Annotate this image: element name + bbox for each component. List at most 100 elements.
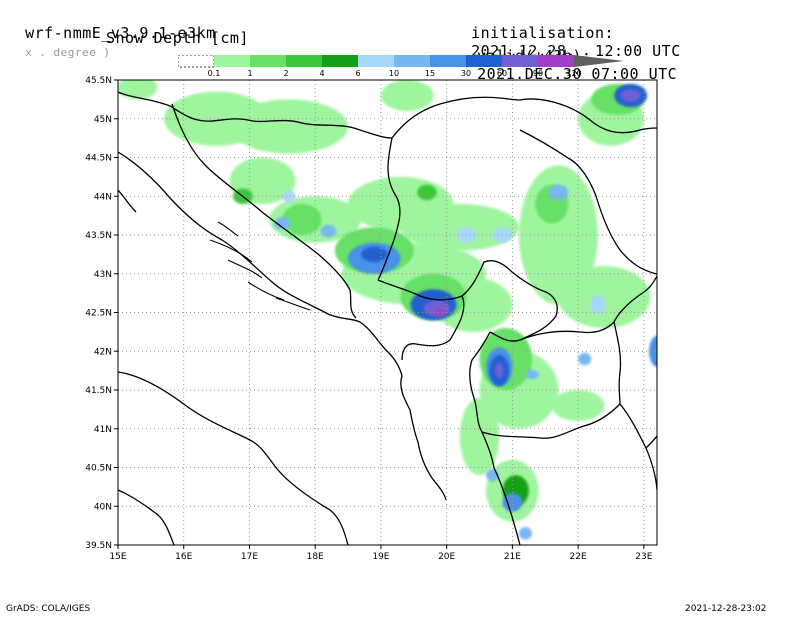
legend-swatch <box>430 55 466 67</box>
border-drina <box>377 137 401 281</box>
snow-patch <box>380 80 434 111</box>
snow-patch <box>502 493 523 512</box>
legend-label: 120 <box>566 69 582 78</box>
border-danube <box>519 98 657 134</box>
lon-label: 21E <box>504 552 521 562</box>
model-name: wrf-nmmE_v3.9.1-e3km <box>25 24 216 42</box>
snow-patch <box>229 99 349 154</box>
border-nmk-south <box>481 403 621 439</box>
snow-patch <box>518 527 533 540</box>
legend-arrow <box>574 55 624 67</box>
lat-label: 42N <box>94 347 112 357</box>
axis-ticks: 15E 16E 17E 18E 19E 20E 21E 22E 23E 45.5N 45N 44.5N… <box>85 76 653 562</box>
legend-swatch <box>322 55 358 67</box>
lat-label: 44N <box>94 192 112 202</box>
lon-label: 23E <box>635 552 652 562</box>
border-nmk-north <box>519 321 615 341</box>
adriatic-coastline <box>118 151 447 501</box>
snow-patch <box>320 224 337 238</box>
border-serbia-hungary <box>391 96 521 139</box>
graticule <box>118 80 657 545</box>
legend-label: 1 <box>247 69 253 78</box>
border-greece-albania <box>493 467 521 545</box>
lat-label: 44.5N <box>85 154 112 164</box>
legend-swatch <box>250 55 286 67</box>
legend-swatch <box>214 55 250 67</box>
legend-label: 0.1 <box>207 69 221 78</box>
lon-label: 18E <box>307 552 324 562</box>
legend-label: 6 <box>355 69 361 78</box>
init-label: initialisation: <box>471 24 615 42</box>
lat-label: 40N <box>94 502 112 512</box>
legend-swatch <box>286 55 322 67</box>
italy-heel-coastline <box>118 489 175 545</box>
border-bulgaria-greece <box>645 435 657 449</box>
lon-label: 22E <box>570 552 587 562</box>
legend-swatch <box>394 55 430 67</box>
lon-label: 20E <box>438 552 455 562</box>
legend-label: 15 <box>424 69 436 78</box>
snow-patch <box>589 295 606 315</box>
snow-patch <box>274 217 291 230</box>
snow-patch <box>620 89 641 102</box>
snow-patch <box>649 335 657 367</box>
legend-swatch <box>358 55 394 67</box>
footer-timestamp: 2021-12-28-23:02 <box>685 604 767 614</box>
valid-value: 2021.DEC.30 07:00 UTC <box>477 65 678 83</box>
border-bulgaria <box>613 275 657 323</box>
lat-label: 45.5N <box>85 76 112 86</box>
lat-label: 41N <box>94 425 112 435</box>
snow-patch <box>282 190 296 203</box>
snow-patch <box>118 80 158 100</box>
legend-label: 30 <box>460 69 472 78</box>
lon-label: 15E <box>109 552 126 562</box>
snow-patch <box>433 308 447 317</box>
border-serbia-east <box>519 129 657 275</box>
italy-coastline <box>118 371 349 545</box>
border-montenegro <box>377 279 465 361</box>
snow-patch <box>459 397 500 476</box>
field-title: Snow Depth [cm] <box>106 29 249 47</box>
snow-patch <box>548 184 569 201</box>
legend-swatch <box>466 55 502 67</box>
lat-label: 41.5N <box>85 386 112 396</box>
lat-label: 40.5N <box>85 464 112 474</box>
lat-label: 42.5N <box>85 309 112 319</box>
legend-label: 2 <box>283 69 289 78</box>
snow-patch <box>525 369 539 380</box>
lon-label: 17E <box>241 552 258 562</box>
lon-label: 16E <box>175 552 192 562</box>
snow-field <box>118 80 657 540</box>
border-albania-east <box>469 331 495 469</box>
coastlines-borders <box>118 91 657 545</box>
snow-patch <box>361 246 388 263</box>
lat-label: 43.5N <box>85 231 112 241</box>
color-legend <box>178 55 624 68</box>
island-1 <box>118 189 137 213</box>
snow-patch <box>558 266 651 328</box>
snow-patch <box>578 352 592 366</box>
snow-patch <box>400 204 519 251</box>
island-2 <box>209 239 253 263</box>
snow-patch <box>551 390 605 421</box>
lat-label: 43N <box>94 270 112 280</box>
lat-label: 45N <box>94 115 112 125</box>
legend-label: 90 <box>532 69 544 78</box>
border-bih-hr <box>171 103 357 319</box>
legend-label: 4 <box>319 69 325 78</box>
island-3 <box>227 259 263 279</box>
legend-label: 60 <box>496 69 508 78</box>
footer-credit: GrADS: COLA/IGES <box>6 604 91 614</box>
border-north <box>118 91 393 139</box>
legend-swatch <box>502 55 538 67</box>
model-suffix: x . degree ) <box>25 46 111 59</box>
island-4 <box>247 281 285 301</box>
legend-swatch <box>538 55 574 67</box>
lon-label: 19E <box>372 552 389 562</box>
snow-patch <box>282 204 322 235</box>
border-nmk-east <box>613 321 622 405</box>
island-5 <box>275 297 311 311</box>
island-6 <box>217 221 239 237</box>
legend-label: 10 <box>388 69 400 78</box>
